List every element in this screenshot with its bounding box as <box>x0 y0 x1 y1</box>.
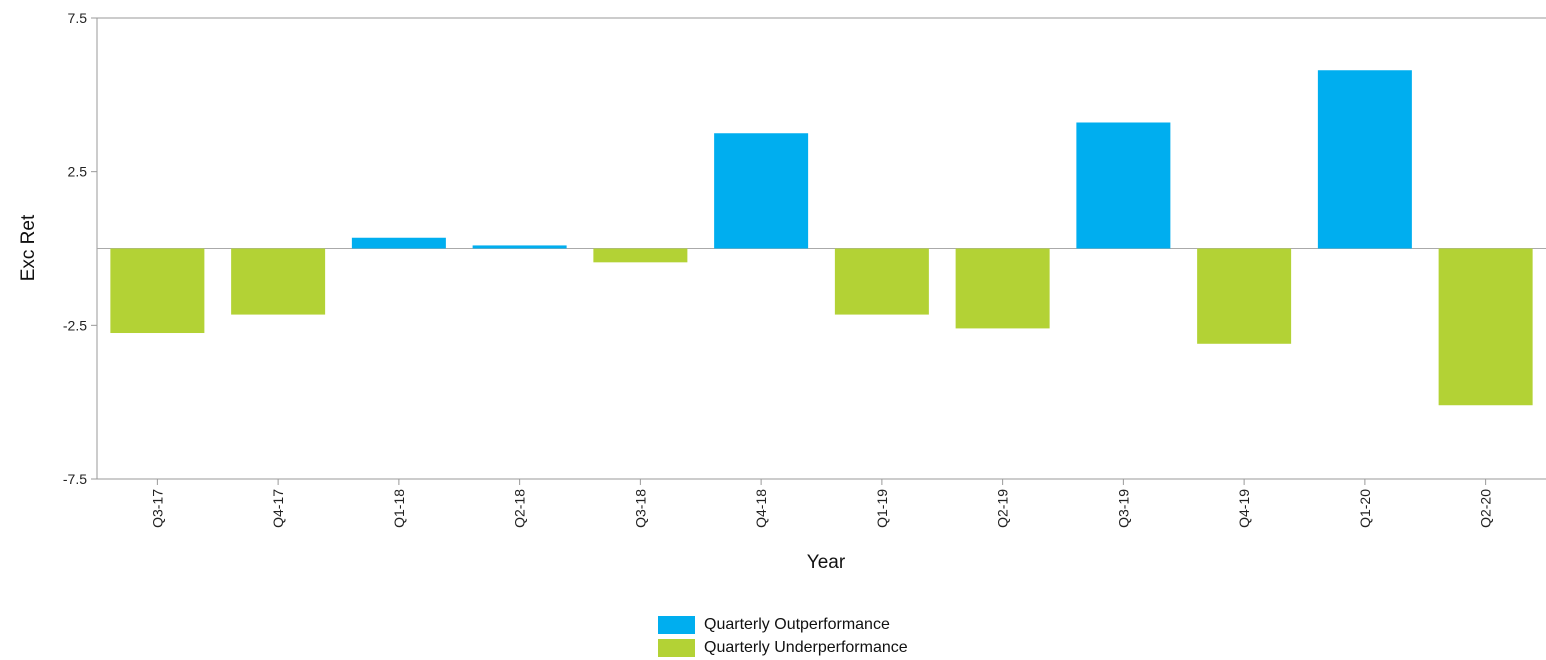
x-tick-label: Q2-18 <box>512 489 528 528</box>
x-tick-label: Q1-20 <box>1357 489 1373 528</box>
bar-q3-19 <box>1076 122 1171 249</box>
bar-q1-19 <box>834 248 929 315</box>
bars <box>97 70 1546 406</box>
legend-swatch-outperformance <box>658 615 695 634</box>
y-tick-label: 7.5 <box>68 10 88 26</box>
legend-item-underperformance: Quarterly Underperformance <box>658 636 908 659</box>
x-axis-title: Year <box>807 552 846 573</box>
x-tick-label: Q4-19 <box>1236 489 1252 528</box>
bar-q2-20 <box>1438 248 1533 406</box>
bar-q4-18 <box>714 133 809 249</box>
legend-item-outperformance: Quarterly Outperformance <box>658 613 908 636</box>
x-tick-label: Q2-19 <box>995 489 1011 528</box>
legend: Quarterly Outperformance Quarterly Under… <box>658 613 908 659</box>
bar-chart: 7.5 2.5 -2.5 -7.5 Q3-17 Q4-17 Q1-18 Q2-18 Q3-18… <box>18 10 1546 573</box>
bar-q1-20 <box>1317 70 1412 249</box>
x-tick-label: Q2-20 <box>1478 489 1494 528</box>
legend-swatch-underperformance <box>658 638 695 657</box>
x-tick-label: Q3-19 <box>1115 489 1131 528</box>
bar-q3-17 <box>110 248 205 334</box>
bar-q4-17 <box>231 248 326 315</box>
bar-q2-19 <box>955 248 1050 329</box>
y-tick-label: -2.5 <box>63 317 87 333</box>
x-tick-label: Q4-18 <box>753 489 769 528</box>
x-axis: Q3-17 Q4-17 Q1-18 Q2-18 Q3-18 Q4-18 Q1-19 Q2-19… <box>97 478 1546 528</box>
bar-q2-18 <box>472 245 567 249</box>
bar-q1-18 <box>351 237 446 249</box>
legend-label-outperformance: Quarterly Outperformance <box>704 615 890 633</box>
x-tick-label: Q3-18 <box>632 489 648 528</box>
bar-q4-19 <box>1197 248 1292 344</box>
y-tick-label: 2.5 <box>68 164 88 180</box>
x-tick-label: Q4-17 <box>270 489 286 528</box>
y-tick-label: -7.5 <box>63 471 87 487</box>
legend-label-underperformance: Quarterly Underperformance <box>704 638 908 656</box>
bar-q3-18 <box>593 248 688 263</box>
x-tick-label: Q3-17 <box>149 489 165 528</box>
x-tick-label: Q1-18 <box>391 489 407 528</box>
y-axis-title: Exc Ret <box>18 214 39 281</box>
x-tick-label: Q1-19 <box>874 489 890 528</box>
y-axis: 7.5 2.5 -2.5 -7.5 <box>63 10 1546 487</box>
